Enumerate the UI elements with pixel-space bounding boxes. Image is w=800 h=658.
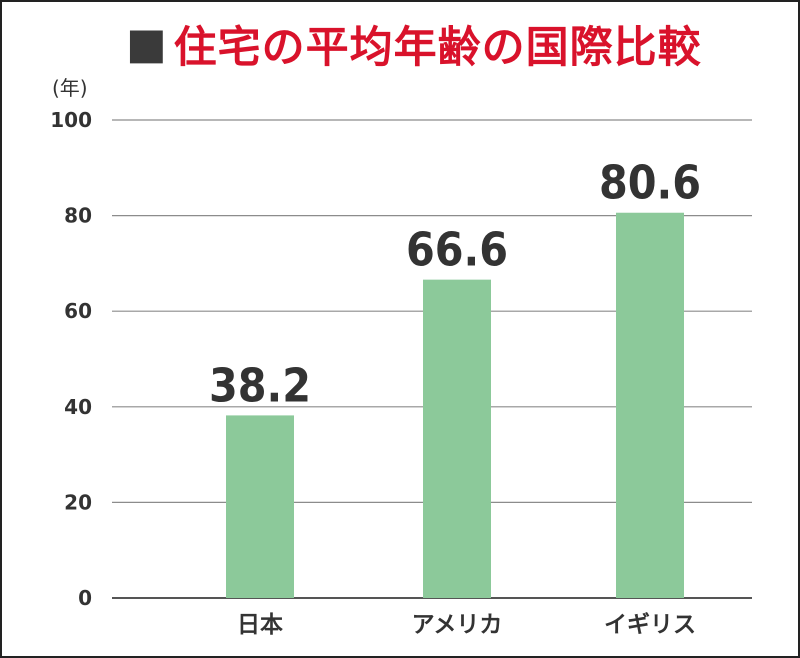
bar-value-label: 66.6 [406, 223, 508, 277]
bar [616, 212, 684, 598]
x-category-label: 日本 [237, 612, 283, 638]
bar-value-label: 38.2 [209, 358, 311, 412]
chart-title: ■ 住宅の平均年齢の国際比較 [126, 14, 702, 74]
title-square-mark: ■ [126, 19, 168, 69]
x-category-label: アメリカ [412, 612, 503, 638]
y-tick-label: 100 [50, 108, 92, 132]
y-tick-label: 40 [64, 395, 92, 419]
x-category-label: イギリス [604, 612, 696, 638]
y-tick-label: 20 [64, 490, 92, 514]
y-tick-label: 0 [78, 586, 92, 610]
bar [423, 279, 491, 598]
y-tick-label: 80 [64, 204, 92, 228]
bar-value-label: 80.6 [599, 156, 701, 210]
y-tick-label: 60 [64, 299, 92, 323]
title-text: 住宅の平均年齢の国際比較 [173, 23, 702, 73]
y-axis-unit-label: (年) [52, 76, 88, 100]
bar [226, 415, 294, 598]
